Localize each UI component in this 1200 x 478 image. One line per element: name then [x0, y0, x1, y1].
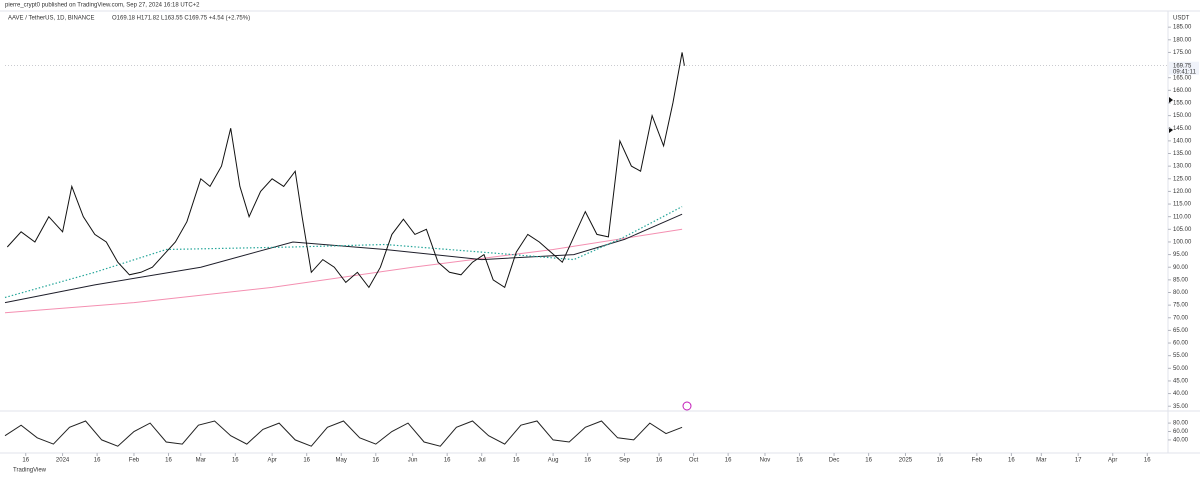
y-tick-label: 80.00 [1173, 421, 1189, 427]
y-tick-label: 120.00 [1173, 189, 1192, 195]
y-tick-label: 155.00 [1173, 101, 1192, 107]
y-tick-label: 80.00 [1173, 290, 1189, 296]
price-line [4, 420, 683, 447]
y-tick-label: 135.00 [1173, 151, 1192, 157]
y-tick-label: 60.00 [1173, 429, 1189, 435]
y-tick-label: 85.00 [1173, 277, 1189, 283]
x-tick-label: Apr [1108, 458, 1117, 464]
y-tick-label: 185.00 [1173, 25, 1192, 31]
y-tick-label: 75.00 [1173, 303, 1189, 309]
x-tick-label: 16 [165, 458, 172, 464]
x-tick-label: Oct [689, 458, 699, 464]
y-tick-label: 35.00 [1173, 404, 1189, 410]
x-tick-label: Aug [548, 458, 559, 464]
y-tick-label: 125.00 [1173, 176, 1192, 182]
x-tick-label: 16 [1008, 458, 1015, 464]
y-tick-label: 180.00 [1173, 37, 1192, 43]
y-tick-label: 105.00 [1173, 227, 1192, 233]
y-tick-label: 115.00 [1173, 202, 1192, 208]
x-tick-label: 16 [656, 458, 663, 464]
x-tick-label: Feb [129, 458, 140, 464]
last-price-label: 169.75 [1173, 63, 1192, 69]
x-tick-label: Sep [619, 458, 630, 464]
x-tick-label: 16 [725, 458, 732, 464]
x-tick-label: 16 [303, 458, 310, 464]
axis-marker [1169, 97, 1173, 103]
x-tick-label: Nov [760, 458, 771, 464]
y-tick-label: 110.00 [1173, 214, 1192, 220]
x-tick-label: Jul [478, 458, 486, 464]
x-tick-label: Apr [267, 458, 276, 464]
y-tick-label: 165.00 [1173, 75, 1192, 81]
y-tick-label: 90.00 [1173, 265, 1189, 271]
y-tick-label: 130.00 [1173, 164, 1192, 170]
price-line [4, 206, 683, 299]
x-tick-label: Mar [196, 458, 206, 464]
x-tick-label: 16 [584, 458, 591, 464]
publisher: pierre_crypt0 published on TradingView.c… [5, 3, 200, 9]
x-tick-label: 2025 [899, 458, 913, 464]
x-tick-label: 16 [1144, 458, 1151, 464]
x-tick-label: Mar [1036, 458, 1046, 464]
x-tick-label: Dec [829, 458, 840, 464]
y-tick-label: 50.00 [1173, 366, 1189, 372]
y-tick-label: 145.00 [1173, 126, 1192, 132]
y-tick-label: 40.00 [1173, 391, 1189, 397]
x-tick-label: 2024 [56, 458, 70, 464]
y-tick-label: 40.00 [1173, 437, 1189, 443]
y-tick-label: 140.00 [1173, 138, 1192, 144]
last-price-box [1169, 61, 1199, 75]
y-tick-label: 150.00 [1173, 113, 1192, 119]
y-tick-label: 65.00 [1173, 328, 1189, 334]
x-tick-label: 16 [372, 458, 379, 464]
unit: USDT [1173, 16, 1190, 22]
x-tick-label: 16 [513, 458, 520, 464]
indicator-badge [682, 401, 692, 411]
x-tick-label: May [336, 458, 347, 464]
footer-logo: TradingView [13, 468, 47, 474]
x-tick-label: 16 [796, 458, 803, 464]
y-tick-label: 45.00 [1173, 379, 1189, 385]
y-tick-label: 100.00 [1173, 240, 1192, 246]
countdown: 09:41:11 [1173, 69, 1197, 75]
x-tick-label: 16 [865, 458, 872, 464]
y-tick-label: 95.00 [1173, 252, 1189, 258]
x-tick-label: Jun [408, 458, 418, 464]
y-tick-label: 55.00 [1173, 353, 1189, 359]
y-tick-label: 160.00 [1173, 88, 1192, 94]
y-tick-label: 60.00 [1173, 341, 1189, 347]
x-tick-label: 16 [444, 458, 451, 464]
x-tick-label: 16 [22, 458, 29, 464]
x-tick-label: 16 [937, 458, 944, 464]
x-tick-label: 17 [1075, 458, 1082, 464]
y-tick-label: 70.00 [1173, 315, 1189, 321]
y-tick-label: 175.00 [1173, 50, 1192, 56]
x-tick-label: 16 [232, 458, 239, 464]
price-line [6, 52, 685, 289]
x-tick-label: Feb [972, 458, 983, 464]
x-tick-label: 16 [94, 458, 101, 464]
legend: AAVE / TetherUS, 1D, BINANCE [8, 16, 94, 22]
ohlc: O169.18 H171.82 L163.55 C169.75 +4.54 (+… [112, 16, 250, 22]
